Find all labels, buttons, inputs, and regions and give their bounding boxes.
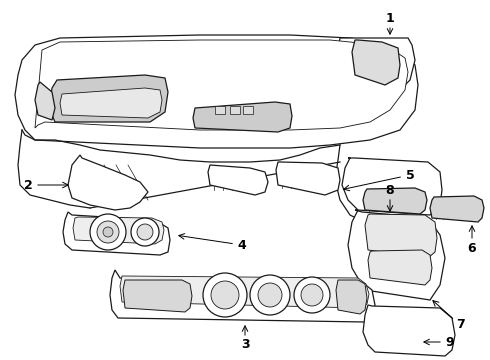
Circle shape xyxy=(258,283,282,307)
Polygon shape xyxy=(368,250,432,285)
Circle shape xyxy=(250,275,290,315)
Text: 3: 3 xyxy=(241,338,249,351)
Polygon shape xyxy=(215,106,225,114)
Polygon shape xyxy=(35,82,55,120)
Circle shape xyxy=(90,214,126,250)
Polygon shape xyxy=(208,165,268,195)
Polygon shape xyxy=(123,280,192,312)
Text: 4: 4 xyxy=(238,239,246,252)
Polygon shape xyxy=(336,280,367,314)
Text: 1: 1 xyxy=(386,12,394,24)
Polygon shape xyxy=(193,102,292,132)
Polygon shape xyxy=(73,217,164,244)
Polygon shape xyxy=(35,40,408,130)
Polygon shape xyxy=(230,106,240,114)
Circle shape xyxy=(97,221,119,243)
Circle shape xyxy=(294,277,330,313)
Text: 9: 9 xyxy=(446,336,454,348)
Polygon shape xyxy=(276,162,340,195)
Polygon shape xyxy=(120,276,369,308)
Text: 2: 2 xyxy=(24,179,32,192)
Polygon shape xyxy=(342,158,442,215)
Circle shape xyxy=(301,284,323,306)
Polygon shape xyxy=(365,214,437,258)
Polygon shape xyxy=(430,196,484,222)
Circle shape xyxy=(131,218,159,246)
Polygon shape xyxy=(243,106,253,114)
Polygon shape xyxy=(50,75,168,122)
Polygon shape xyxy=(363,188,427,214)
Circle shape xyxy=(211,281,239,309)
Polygon shape xyxy=(348,210,445,300)
Text: 5: 5 xyxy=(406,168,415,181)
Polygon shape xyxy=(338,38,415,95)
Circle shape xyxy=(103,227,113,237)
Text: 6: 6 xyxy=(467,242,476,255)
Circle shape xyxy=(203,273,247,317)
Polygon shape xyxy=(15,35,418,148)
Polygon shape xyxy=(352,40,400,85)
Circle shape xyxy=(137,224,153,240)
Polygon shape xyxy=(60,88,162,118)
Text: 7: 7 xyxy=(456,319,465,332)
Polygon shape xyxy=(363,305,455,356)
Polygon shape xyxy=(110,270,375,322)
Text: 8: 8 xyxy=(386,184,394,197)
Polygon shape xyxy=(63,212,170,255)
Polygon shape xyxy=(68,155,148,210)
